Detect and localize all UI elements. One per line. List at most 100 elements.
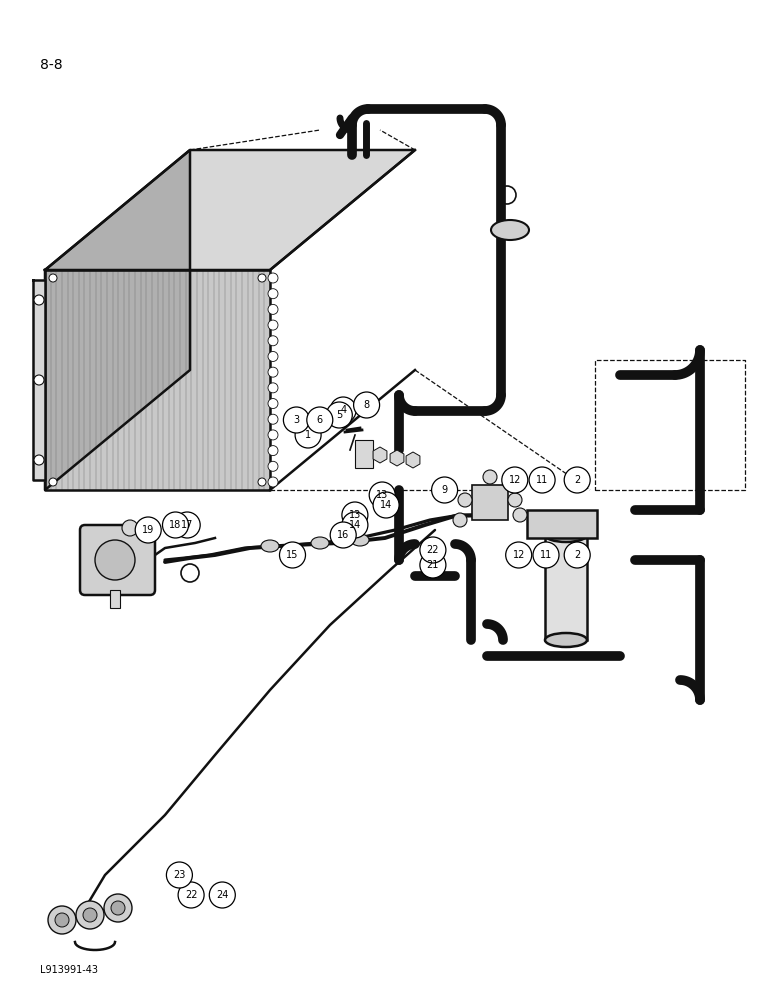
- Circle shape: [420, 537, 446, 563]
- Polygon shape: [33, 280, 45, 480]
- Ellipse shape: [545, 528, 587, 542]
- Circle shape: [76, 901, 104, 929]
- Circle shape: [330, 397, 356, 423]
- Text: 12: 12: [509, 475, 521, 485]
- Bar: [545, 535, 587, 640]
- Text: 23: 23: [173, 870, 186, 880]
- Circle shape: [83, 908, 97, 922]
- Text: 13: 13: [376, 490, 388, 500]
- Text: L913991-43: L913991-43: [40, 965, 98, 975]
- Bar: [527, 510, 597, 538]
- Circle shape: [533, 542, 559, 568]
- Ellipse shape: [311, 537, 329, 549]
- Circle shape: [268, 477, 278, 487]
- Circle shape: [295, 422, 321, 448]
- Circle shape: [420, 552, 446, 578]
- Text: 2: 2: [574, 475, 580, 485]
- Circle shape: [508, 493, 522, 507]
- Polygon shape: [45, 270, 270, 490]
- Text: 11: 11: [536, 475, 548, 485]
- Circle shape: [258, 478, 266, 486]
- Ellipse shape: [261, 540, 279, 552]
- Circle shape: [279, 542, 306, 568]
- Polygon shape: [45, 150, 190, 490]
- Text: 18: 18: [169, 520, 182, 530]
- Text: 8: 8: [363, 400, 370, 410]
- Polygon shape: [45, 150, 415, 270]
- Circle shape: [330, 522, 356, 548]
- Text: 13: 13: [349, 510, 361, 520]
- Circle shape: [268, 414, 278, 424]
- Ellipse shape: [545, 633, 587, 647]
- Circle shape: [453, 513, 467, 527]
- Text: 16: 16: [337, 530, 349, 540]
- Text: 24: 24: [216, 890, 229, 900]
- Circle shape: [529, 467, 555, 493]
- Bar: [110, 590, 120, 608]
- Circle shape: [326, 402, 353, 428]
- Circle shape: [268, 351, 278, 361]
- Circle shape: [268, 461, 278, 471]
- Circle shape: [49, 274, 57, 282]
- Circle shape: [268, 367, 278, 377]
- Circle shape: [342, 502, 368, 528]
- Circle shape: [48, 906, 76, 934]
- Text: 19: 19: [142, 525, 154, 535]
- Circle shape: [268, 320, 278, 330]
- Circle shape: [369, 482, 395, 508]
- Circle shape: [342, 512, 368, 538]
- Text: 17: 17: [181, 520, 193, 530]
- Circle shape: [34, 295, 44, 305]
- Text: 6: 6: [317, 415, 323, 425]
- Circle shape: [268, 304, 278, 314]
- Circle shape: [135, 517, 161, 543]
- Ellipse shape: [351, 534, 369, 546]
- Circle shape: [268, 446, 278, 456]
- Text: 22: 22: [185, 890, 197, 900]
- Circle shape: [483, 470, 497, 484]
- Text: 4: 4: [340, 405, 346, 415]
- Circle shape: [258, 274, 266, 282]
- Ellipse shape: [491, 220, 529, 240]
- Circle shape: [178, 882, 204, 908]
- Text: 21: 21: [427, 560, 439, 570]
- Circle shape: [166, 862, 193, 888]
- Text: 5: 5: [336, 410, 342, 420]
- Circle shape: [268, 399, 278, 409]
- Circle shape: [268, 336, 278, 346]
- Circle shape: [174, 512, 200, 538]
- Circle shape: [283, 407, 310, 433]
- Text: 3: 3: [293, 415, 300, 425]
- Circle shape: [34, 375, 44, 385]
- Circle shape: [268, 430, 278, 440]
- Text: 14: 14: [380, 500, 392, 510]
- Circle shape: [34, 455, 44, 465]
- Text: 9: 9: [441, 485, 448, 495]
- Circle shape: [353, 392, 380, 418]
- Text: 15: 15: [286, 550, 299, 560]
- Circle shape: [111, 901, 125, 915]
- Circle shape: [122, 520, 138, 536]
- Text: 11: 11: [540, 550, 552, 560]
- Circle shape: [373, 492, 399, 518]
- Text: 8-8: 8-8: [40, 58, 62, 72]
- Circle shape: [55, 913, 69, 927]
- Circle shape: [209, 882, 236, 908]
- Circle shape: [49, 478, 57, 486]
- Circle shape: [431, 477, 458, 503]
- Circle shape: [564, 542, 590, 568]
- Text: 14: 14: [349, 520, 361, 530]
- Circle shape: [458, 493, 472, 507]
- Text: 22: 22: [427, 545, 439, 555]
- Bar: [472, 485, 508, 520]
- Circle shape: [162, 512, 189, 538]
- Circle shape: [268, 289, 278, 299]
- Circle shape: [564, 467, 590, 493]
- Circle shape: [104, 894, 132, 922]
- Circle shape: [95, 540, 135, 580]
- Circle shape: [307, 407, 333, 433]
- Circle shape: [513, 508, 527, 522]
- FancyBboxPatch shape: [80, 525, 155, 595]
- Text: 2: 2: [574, 550, 580, 560]
- Circle shape: [502, 467, 528, 493]
